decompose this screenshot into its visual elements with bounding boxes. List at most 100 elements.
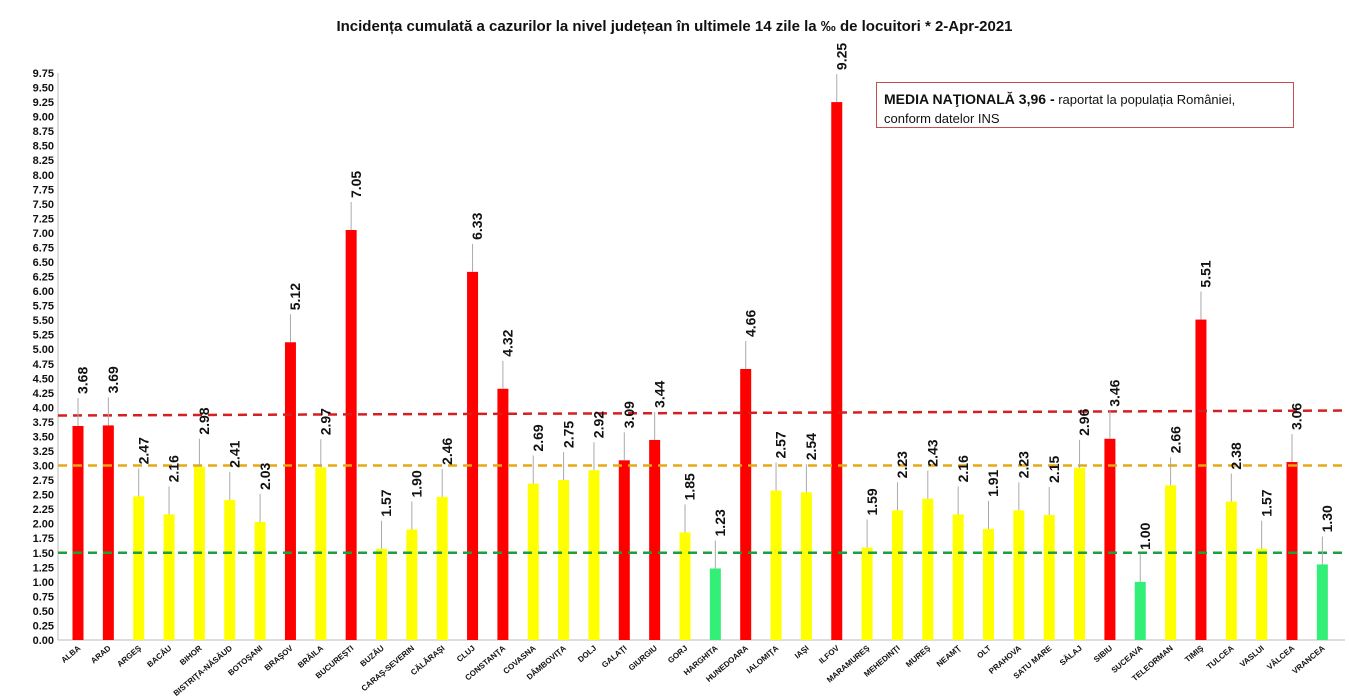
x-tick-label: VRANCEA (1291, 643, 1327, 675)
y-tick-label: 6.50 (33, 257, 54, 269)
y-tick-label: 8.50 (33, 141, 54, 153)
x-tick-label: ALBA (59, 643, 82, 664)
bar (1165, 485, 1177, 640)
value-label: 2.38 (1228, 442, 1244, 469)
value-label: 2.23 (894, 451, 910, 478)
bar (952, 514, 964, 640)
y-tick-label: 2.00 (33, 519, 54, 531)
x-tick-label: CĂLĂRAŞI (409, 644, 446, 677)
y-tick-label: 2.75 (33, 475, 54, 487)
value-label: 2.47 (135, 437, 151, 464)
bar (800, 492, 812, 640)
bar (376, 548, 387, 640)
bar (861, 547, 873, 640)
x-tick-label: GORJ (666, 644, 689, 665)
value-label: 2.75 (560, 421, 576, 448)
value-label: 2.16 (955, 455, 971, 482)
y-tick-label: 6.00 (33, 286, 54, 298)
y-tick-label: 9.25 (33, 97, 54, 109)
bar (1225, 501, 1237, 640)
y-tick-label: 3.75 (33, 417, 54, 429)
annotation-bold: MEDIA NAŢIONALĂ 3,96 - (884, 91, 1055, 107)
bar (224, 499, 236, 640)
y-tick-label: 2.25 (33, 504, 54, 516)
reference-line (57, 409, 1346, 417)
x-tick-label: DOLJ (576, 644, 598, 665)
x-tick-label: ARAD (89, 643, 113, 665)
value-label: 2.03 (257, 462, 273, 489)
x-tick-label: ARGEŞ (115, 643, 143, 669)
bar (527, 483, 539, 640)
bar (588, 470, 600, 640)
y-tick-label: 9.75 (33, 68, 54, 80)
x-tick-label: CARAŞ-SEVERIN (360, 643, 417, 693)
bar (1256, 548, 1268, 640)
bar (72, 425, 84, 640)
y-tick-label: 0.75 (33, 591, 54, 603)
x-tick-label: GIURGIU (627, 644, 659, 673)
y-tick-label: 1.00 (33, 577, 54, 589)
value-label: 9.25 (833, 43, 849, 70)
y-tick-label: 7.75 (33, 184, 54, 196)
bar (649, 439, 661, 640)
bar (709, 568, 721, 640)
value-label: 2.15 (1046, 456, 1062, 483)
y-tick-label: 1.75 (33, 533, 54, 545)
y-tick-label: 5.25 (33, 330, 54, 342)
x-tick-label: IAŞI (793, 644, 811, 661)
y-tick-label: 0.50 (33, 606, 54, 618)
value-label: 3.69 (105, 366, 121, 393)
y-tick-label: 3.50 (33, 431, 54, 443)
x-tick-label: VASLUI (1238, 644, 1266, 669)
x-tick-label: SIBIU (1092, 643, 1114, 664)
y-tick-label: 2.50 (33, 490, 54, 502)
value-label: 2.92 (591, 411, 607, 438)
bar (922, 498, 934, 640)
bar (891, 510, 903, 640)
y-tick-label: 1.25 (33, 562, 54, 574)
y-tick-label: 0.00 (33, 635, 54, 647)
value-label: 3.46 (1107, 379, 1123, 406)
y-tick-label: 7.00 (33, 228, 54, 240)
y-tick-label: 7.25 (33, 213, 54, 225)
value-label: 2.46 (439, 437, 455, 464)
value-label: 7.05 (348, 171, 364, 198)
value-label: 3.06 (1289, 403, 1305, 430)
y-tick-label: 4.25 (33, 388, 54, 400)
bar (497, 388, 509, 640)
bar (467, 271, 479, 640)
value-label: 2.69 (530, 424, 546, 451)
annotation-line1: raportat la populația României, (1054, 92, 1236, 107)
value-label: 1.00 (1137, 522, 1153, 549)
y-tick-label: 9.50 (33, 83, 54, 95)
bar (133, 496, 145, 640)
value-label: 1.57 (378, 489, 394, 516)
x-tick-label: CLUJ (455, 644, 477, 664)
value-label: 1.59 (864, 488, 880, 515)
y-tick-label: 5.50 (33, 315, 54, 327)
value-label: 2.16 (166, 455, 182, 482)
bar (1013, 510, 1025, 640)
x-tick-label: BRAŞOV (263, 643, 296, 672)
x-tick-label: BACĂU (145, 643, 173, 669)
chart-title: Incidența cumulată a cazurilor la nivel … (336, 18, 1013, 35)
value-label: 2.96 (1076, 408, 1092, 435)
value-label: 1.57 (1258, 489, 1274, 516)
y-tick-label: 8.75 (33, 126, 54, 138)
bar (345, 230, 357, 640)
value-label: 1.90 (409, 470, 425, 497)
bar (618, 460, 630, 640)
bar (254, 521, 266, 640)
x-tick-label: GALAŢI (600, 644, 629, 670)
bar (1043, 514, 1055, 640)
y-tick-label: 8.00 (33, 170, 54, 182)
y-tick-label: 1.50 (33, 548, 54, 560)
x-tick-label: TIMIŞ (1183, 643, 1206, 664)
national-average-annotation: MEDIA NAŢIONALĂ 3,96 - raportat la popul… (876, 82, 1294, 128)
value-label: 1.91 (985, 469, 1001, 496)
value-label: 2.57 (773, 431, 789, 458)
x-tick-label: BUZĂU (359, 643, 386, 668)
value-label: 2.43 (925, 439, 941, 466)
bar (284, 342, 296, 640)
bar (163, 514, 175, 640)
